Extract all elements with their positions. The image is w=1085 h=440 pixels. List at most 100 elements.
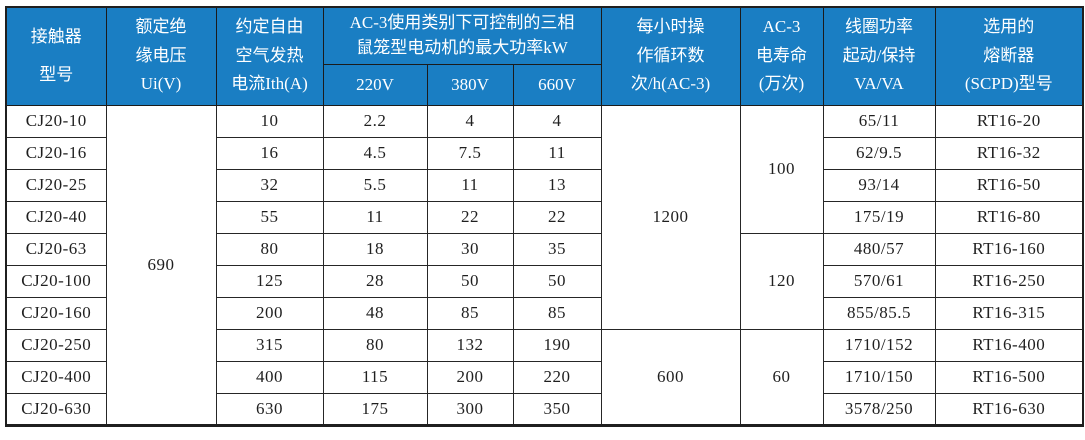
table-row: CJ20-630 630 175 300 350 3578/250 RT16-6… — [5, 392, 1084, 426]
cell-fuse: RT16-500 — [934, 360, 1084, 394]
header-text: 电寿命 — [756, 45, 808, 65]
cell-ith: 200 — [215, 296, 324, 330]
cell-model: CJ20-40 — [5, 200, 107, 234]
cell-ith: 315 — [215, 328, 324, 362]
header-660v: 660V — [512, 63, 602, 106]
cell-p660: 13 — [512, 168, 602, 202]
cell-model: CJ20-630 — [5, 392, 107, 426]
cell-life-merged: 120 — [739, 232, 824, 330]
cell-ith: 400 — [215, 360, 324, 394]
table-row: CJ20-100 125 28 50 50 570/61 RT16-250 — [5, 264, 1084, 298]
header-text: 电流Ith(A) — [231, 74, 308, 94]
cell-ith: 55 — [215, 200, 324, 234]
cell-fuse: RT16-630 — [934, 392, 1084, 426]
header-text: 次/h(AC-3) — [630, 74, 711, 94]
cell-coil: 175/19 — [822, 200, 936, 234]
cell-p220: 80 — [322, 328, 428, 362]
cell-ith: 10 — [215, 104, 324, 138]
table-row: CJ20-10 690 10 2.2 4 4 1200 100 65/11 RT… — [5, 104, 1084, 426]
header-contactor-model: 接触器 型号 — [5, 6, 107, 106]
cell-p220: 28 — [322, 264, 428, 298]
cell-p660: 35 — [512, 232, 602, 266]
cell-coil: 570/61 — [822, 264, 936, 298]
header-text: AC-3 — [762, 17, 801, 37]
cell-p380: 7.5 — [426, 136, 514, 170]
cell-model: CJ20-63 — [5, 232, 107, 266]
cell-cycles-merged: 600 — [600, 328, 741, 426]
header-text: (SCPD)型号 — [964, 74, 1053, 94]
header-text: Ui(V) — [140, 74, 182, 94]
cell-fuse: RT16-160 — [934, 232, 1084, 266]
cell-ui-merged: 690 — [105, 104, 217, 426]
table-row: CJ20-400 400 115 200 220 1710/150 RT16-5… — [5, 360, 1084, 394]
cell-fuse: RT16-315 — [934, 296, 1084, 330]
header-text: 选用的 — [983, 17, 1035, 37]
cell-coil: 1710/152 — [822, 328, 936, 362]
header-text: AC-3使用类别下可控制的三相 — [349, 13, 575, 33]
cell-fuse: RT16-250 — [934, 264, 1084, 298]
cell-p220: 18 — [322, 232, 428, 266]
table-row: CJ20-63 80 18 30 35 120 480/57 RT16-160 — [5, 232, 1084, 330]
header-text: 熔断器 — [983, 45, 1035, 65]
cell-ith: 32 — [215, 168, 324, 202]
cell-model: CJ20-250 — [5, 328, 107, 362]
cell-cycles-merged: 1200 — [600, 104, 741, 330]
cell-p220: 11 — [322, 200, 428, 234]
cell-ith: 16 — [215, 136, 324, 170]
cell-p660: 4 — [512, 104, 602, 138]
header-text: 额定绝 — [135, 17, 187, 37]
cell-ith: 125 — [215, 264, 324, 298]
header-cycles-per-hour: 每小时操 作循环数 次/h(AC-3) — [600, 6, 741, 106]
cell-p660: 85 — [512, 296, 602, 330]
cell-model: CJ20-160 — [5, 296, 107, 330]
cell-model: CJ20-10 — [5, 104, 107, 138]
contactor-spec-table: 接触器 型号 额定绝 缘电压 Ui(V) 约定自由 空气发热 电流Ith — [5, 6, 1085, 427]
cell-p380: 85 — [426, 296, 514, 330]
cell-fuse: RT16-400 — [934, 328, 1084, 362]
cell-coil: 855/85.5 — [822, 296, 936, 330]
cell-p660: 190 — [512, 328, 602, 362]
header-ac3-power-group: AC-3使用类别下可控制的三相 鼠笼型电动机的最大功率kW — [322, 6, 602, 65]
cell-fuse: RT16-50 — [934, 168, 1084, 202]
cell-p380: 4 — [426, 104, 514, 138]
header-text: VA/VA — [854, 74, 904, 94]
header-text: 作循环数 — [636, 45, 705, 65]
header-text: 鼠笼型电动机的最大功率kW — [356, 37, 568, 57]
cell-p660: 220 — [512, 360, 602, 394]
cell-ith: 630 — [215, 392, 324, 426]
cell-fuse: RT16-32 — [934, 136, 1084, 170]
table-row: CJ20-25 32 5.5 11 13 93/14 RT16-50 — [5, 168, 1084, 202]
cell-p220: 5.5 — [322, 168, 428, 202]
cell-p380: 50 — [426, 264, 514, 298]
header-text: 每小时操 — [636, 17, 705, 37]
table-row: CJ20-250 315 80 132 190 600 60 1710/152 … — [5, 328, 1084, 426]
cell-p220: 175 — [322, 392, 428, 426]
header-220v: 220V — [322, 63, 428, 106]
cell-p660: 50 — [512, 264, 602, 298]
header-text: 接触器 — [30, 26, 82, 46]
cell-p220: 48 — [322, 296, 428, 330]
table-row: CJ20-40 55 11 22 22 175/19 RT16-80 — [5, 200, 1084, 234]
cell-coil: 3578/250 — [822, 392, 936, 426]
cell-p380: 200 — [426, 360, 514, 394]
cell-coil: 93/14 — [822, 168, 936, 202]
header-coil-power: 线圈功率 起动/保持 VA/VA — [822, 6, 936, 106]
cell-ith: 80 — [215, 232, 324, 266]
header-text: 起动/保持 — [842, 45, 916, 65]
header-thermal-current: 约定自由 空气发热 电流Ith(A) — [215, 6, 324, 106]
cell-fuse: RT16-80 — [934, 200, 1084, 234]
table-row: CJ20-160 200 48 85 85 855/85.5 RT16-315 — [5, 296, 1084, 330]
cell-p220: 4.5 — [322, 136, 428, 170]
table-row: CJ20-16 16 4.5 7.5 11 62/9.5 RT16-32 — [5, 136, 1084, 170]
cell-p220: 2.2 — [322, 104, 428, 138]
cell-p660: 350 — [512, 392, 602, 426]
header-text: 型号 — [39, 64, 74, 84]
cell-coil: 65/11 — [822, 104, 936, 138]
header-text: (万次) — [758, 74, 805, 94]
header-electrical-life: AC-3 电寿命 (万次) — [739, 6, 824, 106]
header-insulation-voltage: 额定绝 缘电压 Ui(V) — [105, 6, 217, 106]
cell-model: CJ20-16 — [5, 136, 107, 170]
header-380v: 380V — [426, 63, 514, 106]
cell-p660: 11 — [512, 136, 602, 170]
